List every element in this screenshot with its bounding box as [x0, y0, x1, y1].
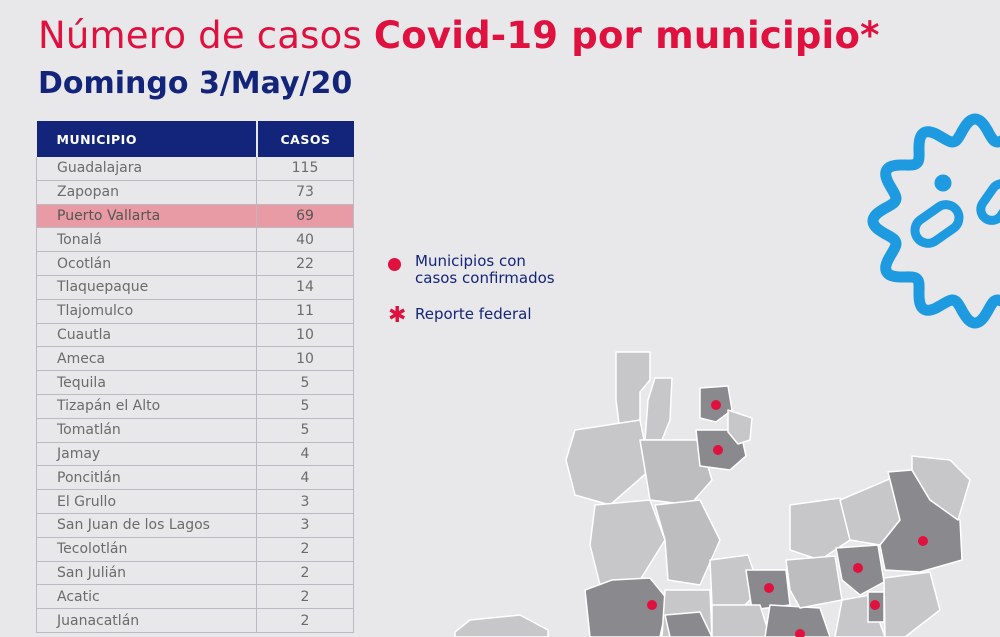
- map-region: [654, 499, 721, 586]
- table-row: Poncitlán 4: [36, 465, 354, 491]
- cell-municipio: Tequila: [36, 370, 257, 395]
- map-region: [789, 497, 851, 561]
- red-dot-marker: [870, 600, 880, 610]
- legend-confirmed-line2: casos confirmados: [415, 269, 555, 287]
- cell-municipio: Tlaquepaque: [36, 275, 257, 300]
- cell-casos: 3: [256, 489, 354, 514]
- cell-municipio: Tonalá: [36, 227, 257, 253]
- page-subtitle: Domingo 3/May/20: [38, 66, 353, 101]
- cell-casos: 2: [256, 608, 354, 633]
- cell-municipio: San Julián: [36, 561, 257, 586]
- table-header-row: MUNICIPIO CASOS: [36, 121, 354, 157]
- map-region: [911, 455, 971, 521]
- cell-casos: 73: [256, 180, 354, 205]
- red-dot-marker: [711, 400, 721, 410]
- table-row: Ocotlán 22: [36, 251, 354, 276]
- cell-casos: 2: [256, 561, 354, 586]
- table-row: Tomatlán 5: [36, 418, 354, 443]
- table-row: Jamay 4: [36, 442, 354, 467]
- cell-municipio: Ameca: [36, 346, 257, 372]
- map-region: [589, 499, 666, 586]
- map-region: [785, 555, 843, 609]
- cell-casos: 69: [256, 204, 354, 229]
- col-casos-header: CASOS: [255, 121, 354, 157]
- cell-casos: 10: [256, 323, 354, 348]
- asterisk-icon: ✱: [388, 303, 407, 328]
- cell-casos: 4: [256, 442, 354, 467]
- red-dot-marker: [795, 629, 805, 637]
- table-row: Tizapán el Alto 5: [36, 394, 354, 419]
- map-region: [454, 614, 549, 637]
- page-title: Número de casos Covid-19 por municipio*: [38, 14, 880, 57]
- cell-casos: 115: [256, 157, 354, 181]
- cell-municipio: Jamay: [36, 442, 257, 467]
- legend-confirmed-line1: Municipios con: [415, 252, 526, 270]
- map-region: [615, 351, 651, 433]
- cell-casos: 14: [256, 275, 354, 300]
- cell-municipio: Tomatlán: [36, 418, 257, 443]
- table-row: Tecolotlán 2: [36, 537, 354, 562]
- table-body: Guadalajara 115 Zapopan 73 Puerto Vallarta 69…: [36, 157, 354, 633]
- cell-casos: 40: [256, 227, 354, 253]
- title-bold: Covid-19 por municipio*: [373, 14, 880, 57]
- table-row: Tequila 5: [36, 370, 354, 395]
- map-region: [711, 604, 771, 637]
- map-region: [565, 419, 651, 506]
- confirmed-markers: [647, 400, 928, 637]
- cell-municipio: El Grullo: [36, 489, 257, 514]
- legend-federal-label: Reporte federal: [415, 305, 532, 323]
- red-dot-marker: [853, 563, 863, 573]
- cell-municipio: San Juan de los Lagos: [36, 513, 257, 538]
- cell-municipio: Puerto Vallarta: [36, 204, 257, 229]
- cell-casos: 2: [256, 584, 354, 610]
- cell-casos: 22: [256, 251, 354, 276]
- red-dot-marker: [713, 445, 723, 455]
- map-region-confirmed: [664, 611, 713, 637]
- cell-municipio: Juanacatlán: [36, 608, 257, 633]
- table-row: San Juan de los Lagos 3: [36, 513, 354, 538]
- cell-municipio: Tizapán el Alto: [36, 394, 257, 419]
- cell-municipio: Ocotlán: [36, 251, 257, 276]
- cell-casos: 4: [256, 465, 354, 491]
- cell-casos: 2: [256, 537, 354, 562]
- table-row: Ameca 10: [36, 346, 354, 372]
- table-row: Tlaquepaque 14: [36, 275, 354, 300]
- cases-table: MUNICIPIO CASOS Guadalajara 115 Zapopan 73 P…: [36, 121, 354, 633]
- table-row: Guadalajara 115: [36, 157, 354, 181]
- cell-municipio: Zapopan: [36, 180, 257, 205]
- table-row: Acatic 2: [36, 584, 354, 610]
- red-dot-marker: [918, 536, 928, 546]
- red-dot-marker: [764, 583, 774, 593]
- map-region: [883, 571, 941, 637]
- col-municipio-header: MUNICIPIO: [36, 121, 257, 157]
- cell-municipio: Guadalajara: [36, 157, 257, 181]
- red-dot-marker: [647, 600, 657, 610]
- title-light: Número de casos: [38, 14, 362, 57]
- table-row: El Grullo 3: [36, 489, 354, 514]
- cell-casos: 5: [256, 394, 354, 419]
- map-region: [644, 377, 673, 441]
- cell-municipio: Tecolotlán: [36, 537, 257, 562]
- cell-casos: 3: [256, 513, 354, 538]
- table-row: Puerto Vallarta 69: [36, 204, 354, 229]
- cell-municipio: Acatic: [36, 584, 257, 610]
- cell-casos: 5: [256, 370, 354, 395]
- cell-municipio: Cuautla: [36, 323, 257, 348]
- table-row: Tonalá 40: [36, 227, 354, 253]
- cell-casos: 10: [256, 346, 354, 372]
- table-row: Tlajomulco 11: [36, 299, 354, 324]
- cell-municipio: Tlajomulco: [36, 299, 257, 324]
- cell-casos: 5: [256, 418, 354, 443]
- table-row: Juanacatlán 2: [36, 608, 354, 633]
- map-region: [727, 409, 753, 445]
- table-row: Cuautla 10: [36, 323, 354, 348]
- table-row: San Julián 2: [36, 561, 354, 586]
- cell-casos: 11: [256, 299, 354, 324]
- table-row: Zapopan 73: [36, 180, 354, 205]
- red-dot-icon: [388, 258, 401, 271]
- cell-municipio: Poncitlán: [36, 465, 257, 491]
